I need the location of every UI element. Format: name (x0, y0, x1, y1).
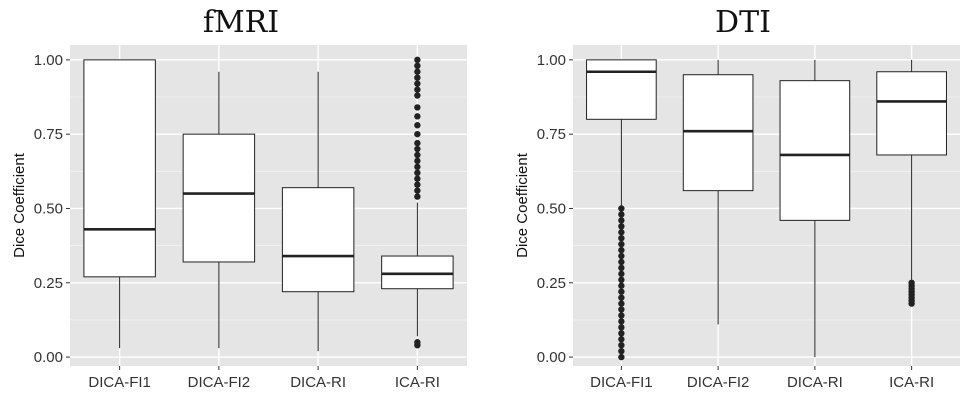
outlier-point (414, 169, 421, 177)
chart-title: fMRI (203, 5, 279, 40)
x-tick-label: ICA-RI (395, 374, 440, 391)
outlier-point (908, 279, 915, 286)
outlier-point (618, 258, 625, 266)
outlier-point (618, 300, 625, 307)
outlier-point (618, 324, 625, 331)
y-axis-label: Dice Coefficient (514, 152, 531, 258)
outlier-point (414, 145, 421, 153)
box-body (876, 71, 947, 156)
box-body (83, 59, 156, 278)
box-dica-ri (281, 71, 355, 352)
x-tick-label: DICA-RI (787, 374, 843, 391)
outlier-point (414, 139, 421, 147)
panel-fmri: fMRI 0.00 0.25 0.50 0.75 1.00 Dice Coefficient… (11, 5, 467, 391)
outlier-point (618, 223, 625, 230)
y-tick-label: 1.00 (34, 52, 63, 69)
outlier-point (618, 312, 625, 319)
outlier-point (618, 217, 625, 224)
outlier-point (618, 336, 625, 343)
outlier-point (414, 193, 421, 200)
outlier-point (414, 104, 421, 111)
outlier-point (618, 294, 625, 301)
x-tick-label: DICA-FI1 (88, 374, 151, 391)
outlier-point (414, 86, 421, 93)
box-dica-fi2 (682, 59, 754, 325)
panel-dti: DTI 0.00 0.25 0.50 0.75 1.00 Dice Coefficient D… (514, 5, 960, 391)
outlier-point (414, 92, 421, 99)
outlier-point (414, 62, 421, 70)
outlier-point (414, 113, 421, 120)
outlier-point (618, 341, 625, 349)
outlier-point (618, 205, 625, 212)
outlier-point (414, 187, 421, 194)
outlier-point (618, 211, 625, 218)
outlier-point (618, 264, 625, 272)
outlier-point (618, 318, 625, 325)
outlier-point (618, 270, 625, 278)
y-axis-label: Dice Coefficient (11, 152, 28, 258)
box-body (281, 187, 355, 293)
outlier-point (618, 282, 625, 289)
outlier-point (414, 339, 421, 346)
outlier-point (414, 80, 421, 87)
outlier-point (414, 74, 421, 81)
outlier-point (414, 56, 421, 64)
y-tick-label: 0.00 (34, 349, 63, 366)
outlier-point (414, 151, 421, 159)
y-tick-label: 0.75 (34, 126, 63, 143)
box-body (586, 59, 657, 120)
box-ica-ri (381, 56, 454, 349)
y-tick-label: 0.00 (537, 349, 566, 366)
outlier-point (618, 330, 625, 337)
box-ica-ri (876, 59, 947, 307)
chart-title: DTI (715, 5, 771, 40)
y-tick-label: 0.50 (537, 200, 566, 217)
outlier-point (618, 276, 625, 284)
box-dica-fi1 (83, 59, 156, 349)
outlier-point (414, 130, 421, 138)
y-tick-label: 0.25 (34, 275, 63, 292)
box-body (682, 74, 754, 192)
y-tick-label: 0.75 (537, 126, 566, 143)
x-tick-label: ICA-RI (889, 374, 934, 391)
outlier-point (414, 181, 421, 188)
x-tick-label: DICA-FI2 (687, 374, 750, 391)
outlier-point (618, 306, 625, 313)
y-tick-label: 0.50 (34, 200, 63, 217)
x-tick-label: DICA-RI (290, 374, 346, 391)
x-tick-label: DICA-FI1 (590, 374, 653, 391)
outlier-point (414, 122, 421, 129)
outlier-point (414, 68, 421, 75)
x-tick-label: DICA-FI2 (188, 374, 251, 391)
outlier-point (414, 157, 421, 165)
outlier-point (618, 240, 625, 248)
y-tick-label: 1.00 (537, 52, 566, 69)
box-body (381, 255, 454, 290)
outlier-point (618, 252, 625, 260)
outlier-point (618, 246, 625, 254)
box-dica-fi1 (586, 59, 657, 361)
outlier-point (414, 163, 421, 171)
y-tick-label: 0.25 (537, 275, 566, 292)
outlier-point (618, 347, 625, 355)
box-dica-ri (779, 59, 851, 358)
outlier-point (618, 353, 625, 361)
box-body (182, 133, 256, 263)
box-body (779, 80, 851, 221)
outlier-point (618, 288, 625, 295)
outlier-point (618, 234, 625, 242)
outlier-point (414, 175, 421, 182)
box-dica-fi2 (182, 71, 256, 349)
outlier-point (618, 229, 625, 236)
